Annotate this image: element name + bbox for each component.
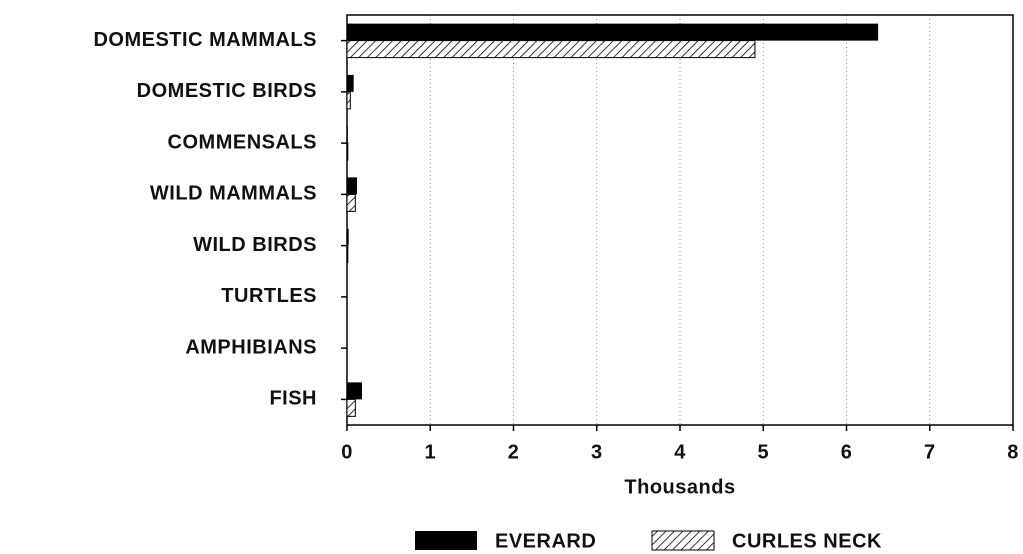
y-tick-label: DOMESTIC BIRDS — [137, 80, 317, 102]
bar — [347, 74, 354, 92]
y-tick-label: COMMENSALS — [168, 131, 317, 153]
y-tick-label: WILD BIRDS — [193, 234, 317, 256]
x-tick-label: 2 — [508, 441, 520, 463]
bar — [346, 398, 356, 417]
bar — [346, 245, 349, 264]
bar — [347, 382, 362, 400]
legend-swatch — [651, 530, 715, 551]
y-tick-label: AMPHIBIANS — [185, 336, 317, 358]
x-axis-label: Thousands — [624, 476, 735, 498]
x-tick-label: 1 — [424, 441, 436, 463]
x-tick-label: 7 — [924, 441, 936, 463]
bar — [347, 177, 357, 195]
bar — [346, 193, 356, 212]
legend-label: CURLES NECK — [732, 530, 882, 552]
bar — [346, 142, 349, 161]
bar — [347, 228, 349, 246]
bar — [346, 40, 756, 59]
y-tick-label: DOMESTIC MAMMALS — [93, 29, 317, 51]
x-tick-label: 6 — [841, 441, 853, 463]
y-tick-label: WILD MAMMALS — [150, 183, 317, 205]
bar — [347, 126, 348, 144]
plot-frame — [346, 14, 1014, 426]
x-tick-label: 5 — [757, 441, 769, 463]
x-tick-label: 3 — [591, 441, 603, 463]
legend-label: EVERARD — [495, 530, 596, 552]
x-tick-label: 8 — [1007, 441, 1019, 463]
legend-swatch — [415, 531, 477, 550]
y-tick-label: FISH — [269, 388, 317, 410]
bar — [347, 23, 879, 41]
x-tick-label: 4 — [674, 441, 686, 463]
y-tick-label: TURTLES — [221, 285, 317, 307]
x-tick-label: 0 — [341, 441, 353, 463]
bar — [346, 91, 351, 110]
